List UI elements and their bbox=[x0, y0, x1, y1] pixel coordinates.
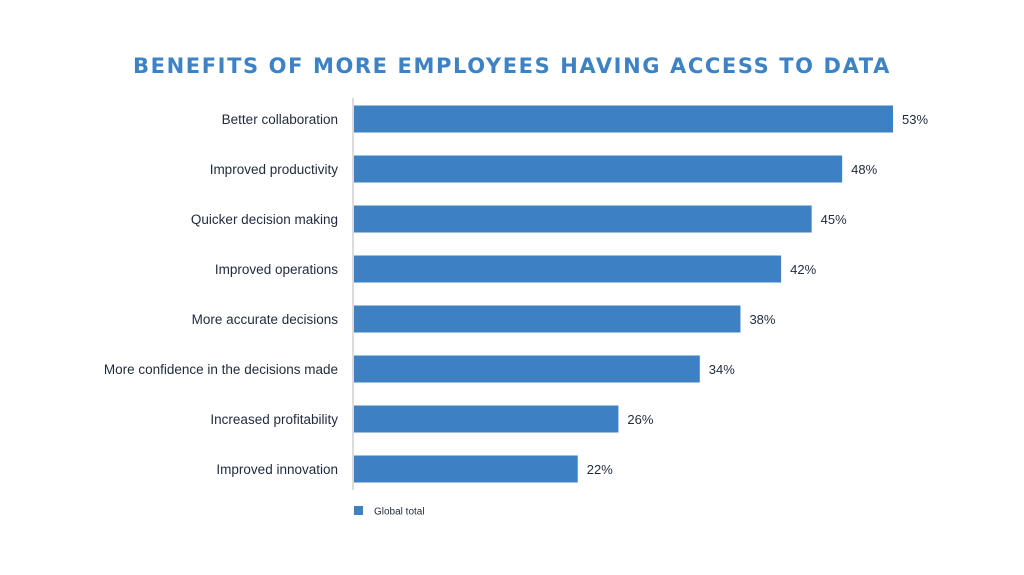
bar-better-collaboration bbox=[354, 105, 893, 133]
category-label-improved-innovation: Improved innovation bbox=[216, 462, 338, 477]
bar-improved-innovation bbox=[354, 455, 578, 483]
bar-increased-profitability bbox=[354, 405, 619, 433]
legend-swatch bbox=[354, 506, 363, 515]
category-label-increased-profitability: Increased profitability bbox=[210, 412, 338, 427]
value-label-better-collaboration: 53% bbox=[902, 112, 928, 127]
value-label-increased-profitability: 26% bbox=[627, 412, 653, 427]
category-label-improved-operations: Improved operations bbox=[215, 262, 338, 277]
bar-improved-productivity bbox=[354, 155, 843, 183]
value-label-improved-operations: 42% bbox=[790, 262, 816, 277]
value-label-improved-innovation: 22% bbox=[587, 462, 613, 477]
chart-title: BENEFITS OF MORE EMPLOYEES HAVING ACCESS… bbox=[133, 54, 891, 78]
bar-improved-operations bbox=[354, 255, 782, 283]
value-label-quicker-decision-making: 45% bbox=[821, 212, 847, 227]
bar-more-accurate-decisions bbox=[354, 305, 741, 333]
value-label-more-accurate-decisions: 38% bbox=[749, 312, 775, 327]
category-label-improved-productivity: Improved productivity bbox=[210, 162, 339, 177]
category-label-better-collaboration: Better collaboration bbox=[222, 112, 338, 127]
category-label-quicker-decision-making: Quicker decision making bbox=[191, 212, 338, 227]
category-label-more-confidence-in-the-decisions-made: More confidence in the decisions made bbox=[104, 362, 338, 377]
bars-group bbox=[354, 105, 893, 483]
legend-label-global-total: Global total bbox=[374, 507, 425, 518]
category-label-more-accurate-decisions: More accurate decisions bbox=[192, 312, 339, 327]
value-label-improved-productivity: 48% bbox=[851, 162, 877, 177]
bar-quicker-decision-making bbox=[354, 205, 812, 233]
legend: Global total bbox=[354, 506, 425, 518]
bar-more-confidence-in-the-decisions-made bbox=[354, 355, 700, 383]
value-label-more-confidence-in-the-decisions-made: 34% bbox=[709, 362, 735, 377]
category-labels-group: Better collaboration Improved productivit… bbox=[104, 112, 338, 477]
value-labels-group: 53% 48% 45% 42% 38% 34% 26% 22% bbox=[587, 112, 929, 477]
